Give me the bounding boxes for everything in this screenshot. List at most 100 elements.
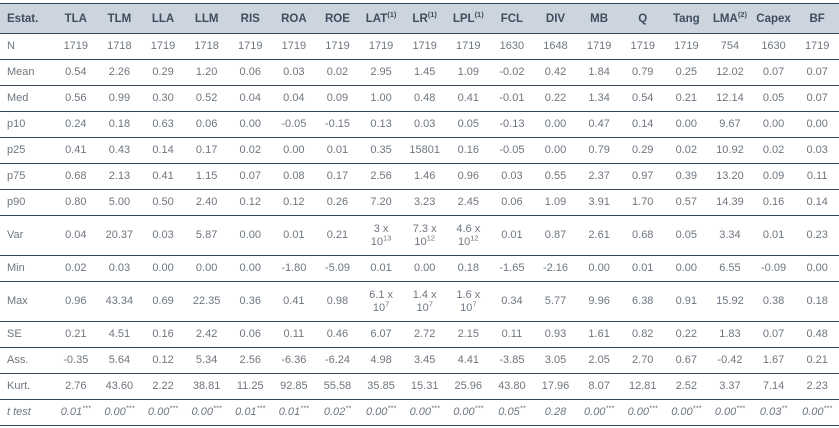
table-cell: 0.00*** [620, 399, 665, 426]
significance-stars: ** [345, 403, 352, 413]
column-header-lla: LLA [141, 3, 185, 34]
column-header-div: DIV [533, 3, 578, 34]
table-cell: 0.00*** [664, 399, 709, 426]
table-cell: 1719 [620, 33, 665, 60]
column-header-lpl: LPL(1) [446, 3, 491, 34]
table-cell: 0.07 [751, 321, 796, 348]
table-cell: 0.07 [795, 59, 839, 86]
table-cell: 0.00 [795, 255, 839, 282]
row-label: Mean [0, 59, 54, 86]
table-cell: 8.07 [577, 373, 621, 400]
table-cell: 0.93 [533, 321, 578, 348]
exponent: 12 [470, 232, 479, 242]
column-header-tang: Tang [664, 3, 709, 34]
table-cell: 22.35 [184, 281, 229, 322]
table-cell: -2.16 [533, 255, 578, 282]
table-cell: 0.14 [620, 111, 665, 138]
table-cell: 12.14 [708, 85, 752, 112]
table-cell: 0.06 [490, 189, 534, 216]
column-header-q: Q [620, 3, 665, 34]
table-cell: 0.00 [402, 255, 447, 282]
table-cell: 754 [708, 33, 752, 60]
table-cell: 0.26 [315, 189, 360, 216]
table-cell: 2.70 [620, 347, 665, 374]
table-cell: 2.37 [577, 163, 621, 190]
table-cell: 0.00*** [97, 399, 142, 426]
table-cell: -0.35 [54, 347, 98, 374]
column-header-bf: BF [795, 3, 839, 34]
row-label: t test [0, 399, 54, 426]
table-cell: 0.23 [795, 215, 839, 256]
exponent: 7 [385, 298, 390, 308]
column-header-estat: Estat. [0, 3, 54, 34]
table-cell: 3.34 [708, 215, 752, 256]
table-cell: -6.24 [315, 347, 360, 374]
table-cell: -5.09 [315, 255, 360, 282]
table-cell: 0.02** [315, 399, 360, 426]
significance-stars: *** [649, 403, 658, 413]
table-row-ass: Ass. -0.35 5.64 0.12 5.34 2.56 -6.36 -6.24 4.98 3… [0, 347, 839, 374]
header-row: Estat. TLA TLM LLA LLM RIS ROA ROE LAT(1) LR(1) LP… [0, 3, 839, 34]
table-cell: -0.09 [751, 255, 796, 282]
table-cell: 0.54 [620, 85, 665, 112]
table-cell: 2.95 [359, 59, 403, 86]
table-cell: 9.67 [708, 111, 752, 138]
table-cell: 0.29 [620, 137, 665, 164]
table-cell: 0.05** [490, 399, 534, 426]
significance-stars: *** [212, 403, 222, 413]
table-cell: 12.02 [708, 59, 752, 86]
table-row-kurt: Kurt. 2.76 43.60 2.22 38.81 11.25 92.85 55.58 35… [0, 373, 839, 400]
table-cell: 0.00 [577, 255, 621, 282]
table-cell: 0.08 [272, 163, 316, 190]
row-label: p10 [0, 111, 54, 138]
column-header-lat: LAT(1) [359, 3, 403, 34]
table-row-mean: Mean 0.54 2.26 0.29 1.20 0.06 0.03 0.02 2.95 1.45… [0, 59, 839, 86]
table-cell: 0.41 [54, 137, 98, 164]
table-cell: 0.03 [97, 255, 142, 282]
table-row-min: Min 0.02 0.03 0.00 0.00 0.00 -1.80 -5.09 0.01 0.0… [0, 255, 839, 282]
table-cell: 6.1 x 107 [359, 281, 403, 322]
table-cell: 1719 [664, 33, 709, 60]
table-cell: 0.02 [54, 255, 98, 282]
row-label: Kurt. [0, 373, 54, 400]
table-cell: 1.6 x 107 [446, 281, 491, 322]
table-cell: 0.00 [533, 111, 578, 138]
table-cell: -0.15 [315, 111, 360, 138]
table-cell: 4.51 [97, 321, 142, 348]
table-cell: 0.29 [141, 59, 185, 86]
table-cell: 5.00 [97, 189, 142, 216]
table-cell: 0.16 [446, 137, 491, 164]
table-cell: 1.83 [708, 321, 752, 348]
table-cell: 0.01*** [272, 399, 316, 426]
table-cell: 0.41 [272, 281, 316, 322]
table-cell: 0.57 [664, 189, 709, 216]
row-label: N [0, 33, 54, 60]
table-cell: 0.12 [228, 189, 273, 216]
table-cell: 25.96 [446, 373, 491, 400]
table-cell: 1.4 x 107 [402, 281, 447, 322]
table-cell: 0.00 [533, 137, 578, 164]
table-cell: 2.40 [184, 189, 229, 216]
table-cell: -6.36 [272, 347, 316, 374]
table-row-t-test: t test 0.01*** 0.00*** 0.00*** 0.00*** 0.01**… [0, 399, 839, 426]
table-cell: 1.67 [751, 347, 796, 374]
column-header-mb: MB [577, 3, 621, 34]
table-cell: 0.00 [228, 255, 273, 282]
table-cell: 55.58 [315, 373, 360, 400]
table-cell: 5.77 [533, 281, 578, 322]
table-cell: 14.39 [708, 189, 752, 216]
table-cell: 4.6 x 1012 [446, 215, 491, 256]
row-label: p90 [0, 189, 54, 216]
table-cell: 2.22 [141, 373, 185, 400]
table-cell: 0.04 [272, 85, 316, 112]
table-cell: 1.61 [577, 321, 621, 348]
table-row-max: Max 0.96 43.34 0.69 22.35 0.36 0.41 0.98 6.1 x 10… [0, 281, 839, 322]
table-cell: 2.52 [664, 373, 709, 400]
significance-stars: *** [692, 403, 702, 413]
row-label: p25 [0, 137, 54, 164]
significance-stars: *** [169, 403, 179, 413]
table-cell: 0.06 [184, 111, 229, 138]
table-cell: 2.26 [97, 59, 142, 86]
table-cell: 0.00*** [577, 399, 621, 426]
table-cell: 0.03 [402, 111, 447, 138]
